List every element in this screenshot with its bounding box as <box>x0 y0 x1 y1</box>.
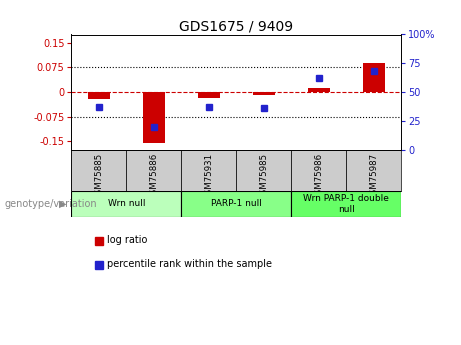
Title: GDS1675 / 9409: GDS1675 / 9409 <box>179 19 293 33</box>
Bar <box>198 92 220 98</box>
Text: log ratio: log ratio <box>107 235 148 245</box>
Text: percentile rank within the sample: percentile rank within the sample <box>107 259 272 269</box>
Bar <box>291 149 346 191</box>
Text: genotype/variation: genotype/variation <box>5 199 97 209</box>
Text: GSM75987: GSM75987 <box>369 153 378 200</box>
Bar <box>346 149 401 191</box>
Text: PARP-1 null: PARP-1 null <box>211 199 262 208</box>
Text: GSM75886: GSM75886 <box>149 153 159 200</box>
Bar <box>126 149 181 191</box>
Bar <box>307 88 330 92</box>
Bar <box>181 149 236 191</box>
Bar <box>236 149 291 191</box>
Bar <box>71 191 181 217</box>
Bar <box>143 92 165 143</box>
Bar <box>71 149 126 191</box>
Text: Wrn PARP-1 double
null: Wrn PARP-1 double null <box>303 194 389 214</box>
Bar <box>363 63 384 92</box>
Text: Wrn null: Wrn null <box>107 199 145 208</box>
Bar <box>181 191 291 217</box>
Bar <box>88 92 110 99</box>
Text: GSM75985: GSM75985 <box>259 153 268 200</box>
Bar <box>253 92 275 95</box>
Text: GSM75986: GSM75986 <box>314 153 323 200</box>
Bar <box>291 191 401 217</box>
Text: GSM75931: GSM75931 <box>204 153 213 200</box>
Text: ▶: ▶ <box>59 199 67 209</box>
Text: GSM75885: GSM75885 <box>95 153 103 200</box>
